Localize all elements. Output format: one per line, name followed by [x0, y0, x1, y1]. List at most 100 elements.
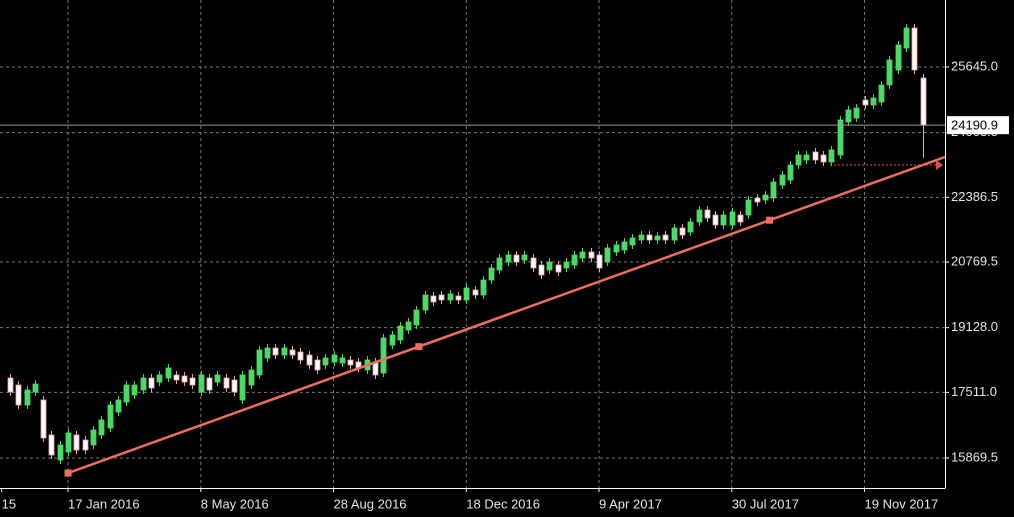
y-tick-label: 22386.5: [951, 189, 998, 204]
candle-body: [604, 247, 611, 263]
candle-body: [156, 374, 163, 383]
price-label: 24190.9: [951, 118, 998, 133]
candle-body: [447, 293, 454, 301]
candle-body: [621, 241, 628, 251]
candle-body: [754, 197, 761, 203]
candle-body: [862, 99, 869, 106]
candle-body: [895, 44, 902, 71]
candle-body: [223, 377, 230, 389]
trendline-anchor: [766, 216, 774, 224]
level-arrow: [936, 160, 943, 170]
candle-body: [123, 384, 130, 403]
candle-body: [173, 374, 180, 381]
y-tick-label: 25645.0: [951, 58, 998, 73]
y-tick-label: 20769.5: [951, 253, 998, 268]
y-tick-label: 19128.0: [951, 319, 998, 334]
candle-body: [82, 439, 89, 451]
candle-body: [463, 287, 470, 301]
candle-body: [264, 347, 271, 359]
candle-body: [745, 199, 752, 216]
candle-body: [505, 254, 512, 263]
x-tick-label: 17 Jan 2016: [68, 496, 140, 511]
candle-body: [455, 295, 462, 301]
candle-body: [646, 234, 653, 241]
candle-body: [654, 235, 661, 241]
grid: [0, 0, 945, 488]
candle-body: [870, 97, 877, 106]
candle-body: [513, 254, 520, 263]
candle-body: [803, 154, 810, 161]
candle-body: [65, 432, 72, 453]
x-tick-label: 9 Apr 2017: [599, 496, 662, 511]
candle-body: [563, 261, 570, 269]
candle-body: [430, 295, 437, 303]
candle-body: [845, 109, 852, 123]
axes: 15869.517511.019128.020769.522386.524003…: [1, 58, 1009, 511]
candle-body: [496, 257, 503, 271]
candle-body: [314, 359, 321, 371]
candle-body: [32, 383, 39, 393]
candle-body: [662, 234, 669, 241]
candle-body: [272, 347, 279, 356]
candle-body: [837, 119, 844, 156]
candle-body: [438, 294, 445, 301]
plot: [0, 24, 946, 477]
candle-body: [214, 374, 221, 383]
candle-body: [546, 261, 553, 271]
candle-body: [322, 357, 329, 366]
candle-body: [115, 399, 122, 413]
candle-body: [248, 369, 255, 386]
x-tick-label: 30 Jul 2017: [732, 496, 799, 511]
candle-body: [206, 377, 213, 391]
candle-body: [853, 107, 860, 119]
candle-body: [720, 214, 727, 226]
candle-body: [920, 77, 927, 126]
trendline: [67, 155, 946, 475]
candle-body: [613, 244, 620, 253]
candle-body: [911, 27, 918, 71]
candle-body: [140, 377, 147, 391]
stop-line: [830, 160, 943, 170]
x-tick-label: 19 Nov 2017: [865, 496, 939, 511]
candle-body: [405, 321, 412, 331]
candle-body: [189, 377, 196, 386]
candle-body: [397, 325, 404, 341]
candle-body: [48, 434, 55, 456]
candle-body: [480, 279, 487, 296]
candle-body: [198, 374, 205, 393]
y-tick-label: 17511.0: [951, 384, 997, 399]
candle-body: [40, 399, 47, 439]
candle-body: [812, 151, 819, 161]
candle-body: [297, 351, 304, 361]
candle-body: [165, 367, 172, 379]
candle-body: [7, 377, 14, 393]
y-tick-label: 15869.5: [951, 449, 998, 464]
candle-body: [555, 264, 562, 273]
candle-body: [596, 254, 603, 269]
candle-body: [24, 389, 31, 406]
candle-body: [538, 264, 545, 276]
candle-body: [762, 194, 769, 201]
candle-body: [795, 154, 802, 166]
candle-body: [787, 164, 794, 181]
x-tick-label: 18 Dec 2016: [466, 496, 540, 511]
candle-body: [472, 289, 479, 296]
candle-body: [422, 294, 429, 311]
candle-body: [704, 209, 711, 219]
candle-body: [820, 154, 827, 163]
candle-body: [73, 434, 80, 451]
candle-body: [131, 384, 138, 396]
candle-body: [15, 384, 22, 406]
candle-body: [878, 84, 885, 103]
candle-body: [770, 181, 777, 199]
candle-body: [521, 254, 528, 261]
candle-body: [530, 257, 537, 269]
candle-body: [828, 149, 835, 163]
candle-body: [331, 354, 338, 363]
trendline-anchor: [64, 469, 72, 477]
candle-body: [696, 209, 703, 223]
candle-body: [886, 59, 893, 86]
trendline-anchor: [415, 343, 423, 351]
candle-body: [712, 214, 719, 226]
